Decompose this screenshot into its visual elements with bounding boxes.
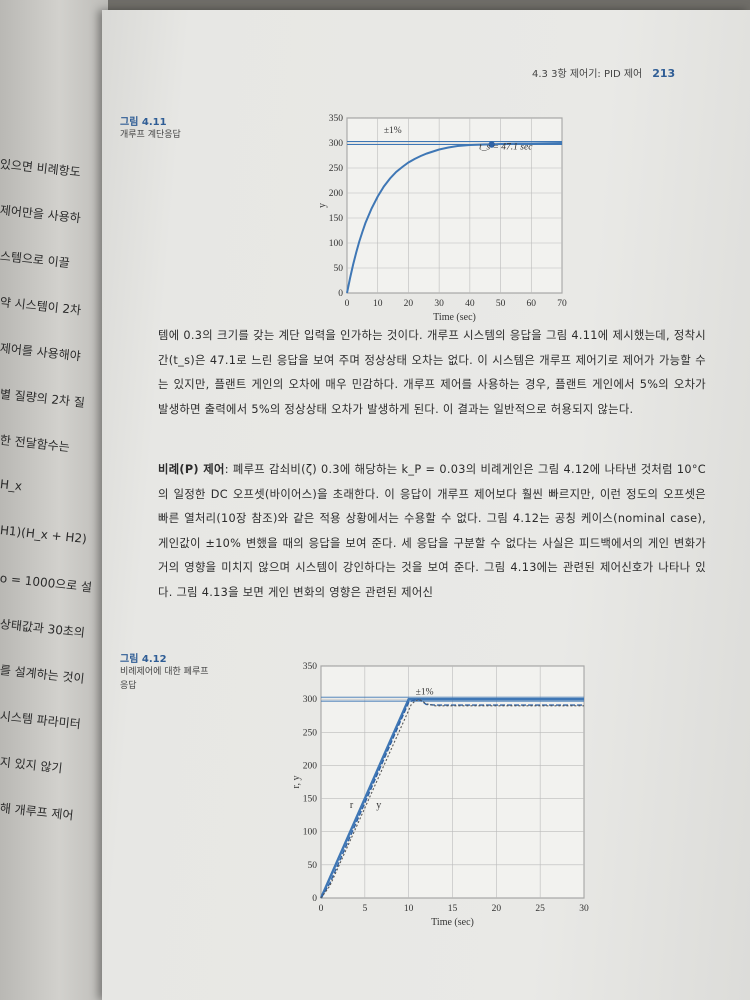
left-page-fragment: 를 설계하는 것이 xyxy=(0,663,86,686)
x-tick-label: 15 xyxy=(448,904,458,914)
paragraph-1: 템에 0.3의 크기를 갖는 계단 입력을 인가하는 것이다. 개루프 시스템의… xyxy=(158,329,706,416)
y-tick-label: 300 xyxy=(329,139,344,149)
y-tick-label: 150 xyxy=(303,795,318,805)
running-header: 4.3 3항 제어기: PID 제어 213 xyxy=(532,65,675,80)
left-page-fragment: 시스템 파라미터 xyxy=(0,709,82,732)
y-axis-label: y xyxy=(317,203,328,208)
paragraph-proportional: 비례(P) 제어: 폐루프 감쇠비(ζ) 0.3에 해당하는 k_P = 0.0… xyxy=(158,458,706,605)
left-page-fragment: o = 1000으로 설 xyxy=(0,571,93,595)
left-page-fragment: 상태값과 30초의 xyxy=(0,617,86,640)
x-tick-label: 10 xyxy=(373,299,383,309)
x-tick-label: 40 xyxy=(465,299,475,309)
left-page-fragment: H_x xyxy=(0,477,23,494)
x-tick-label: 5 xyxy=(362,904,367,914)
figure-411-chart: 0 10 20 30 40 50 60 70 0 50 100 150 200 250 300 350 Time… xyxy=(317,114,567,323)
y-tick-label: 50 xyxy=(334,264,344,274)
section-title: 4.3 3항 제어기: PID 제어 xyxy=(532,69,643,80)
y-axis-label: r, y xyxy=(291,776,302,789)
y-tick-label: 0 xyxy=(338,289,343,299)
y-tick-label: 200 xyxy=(329,189,344,199)
x-tick-label: 70 xyxy=(557,299,567,309)
y-tick-label: 200 xyxy=(303,761,318,771)
left-page-fragment: 지 있지 않기 xyxy=(0,755,64,776)
page-number: 213 xyxy=(652,67,676,80)
y-tick-label: 0 xyxy=(312,894,317,904)
x-tick-label: 25 xyxy=(535,904,545,914)
x-tick-label: 30 xyxy=(579,904,589,914)
series-line xyxy=(346,142,563,294)
y-tick-label: 250 xyxy=(329,164,344,174)
settling-time-annotation: t_s = 47.1 sec xyxy=(479,143,533,153)
left-page-fragment: 약 시스템이 2차 xyxy=(0,295,82,318)
left-page-fragment: 있으면 비례항도 xyxy=(0,157,82,180)
left-page-fragment: 해 개루프 제어 xyxy=(0,801,75,823)
x-tick-label: 20 xyxy=(404,299,414,309)
y-tick-label: 350 xyxy=(303,662,318,672)
left-page-fragment: 제어만을 사용하 xyxy=(0,203,82,226)
x-tick-label: 0 xyxy=(345,299,350,309)
figure-412-label: 그림 4.12 xyxy=(120,654,167,665)
y-tick-label: 350 xyxy=(329,114,344,124)
paragraph-2: 비례(P) 제어: 폐루프 감쇠비(ζ) 0.3에 해당하는 k_P = 0.0… xyxy=(158,458,706,605)
x-axis-label: Time (sec) xyxy=(431,917,474,928)
left-page-fragment: H1)(H_x + H2) xyxy=(0,523,88,547)
output-label: y xyxy=(376,800,381,811)
term-proportional-control: 비례(P) 제어 xyxy=(158,463,225,476)
series-line xyxy=(319,697,584,899)
y-tick-label: 150 xyxy=(329,214,344,224)
x-tick-label: 0 xyxy=(319,904,324,914)
left-page-fragment: 한 전달함수는 xyxy=(0,433,71,455)
y-tick-label: 100 xyxy=(329,239,344,249)
band-annotation: ±1% xyxy=(384,126,402,136)
x-axis-label: Time (sec) xyxy=(433,312,476,323)
x-tick-label: 10 xyxy=(404,904,414,914)
band-annotation: ±1% xyxy=(416,688,434,698)
y-tick-label: 50 xyxy=(308,861,318,871)
paragraph-2-text: : 폐루프 감쇠비(ζ) 0.3에 해당하는 k_P = 0.03의 비례게인은… xyxy=(158,463,706,599)
figure-411-label: 그림 4.11 xyxy=(120,117,167,128)
settling-point-marker xyxy=(488,141,495,148)
x-tick-label: 60 xyxy=(527,299,537,309)
reference-label: r xyxy=(350,800,354,811)
x-tick-label: 30 xyxy=(434,299,444,309)
left-page-fragment: 스템으로 이끌 xyxy=(0,249,71,271)
y-tick-label: 250 xyxy=(303,728,318,738)
y-tick-label: 100 xyxy=(303,828,318,838)
y-tick-label: 300 xyxy=(303,695,318,705)
right-page: 4.3 3항 제어기: PID 제어 213 그림 4.11 개루프 계단응답 0… xyxy=(102,10,750,1000)
left-page-fragment: 별 질량의 2차 질 xyxy=(0,387,86,410)
figure-412-caption: 비례제어에 대한 폐루프 응답 xyxy=(120,667,209,691)
paragraph-open-loop: 템에 0.3의 크기를 갖는 계단 입력을 인가하는 것이다. 개루프 시스템의… xyxy=(158,324,706,422)
left-page-fragment: 제어를 사용해야 xyxy=(0,341,82,364)
figure-411-caption: 개루프 계단응답 xyxy=(120,130,181,140)
x-tick-label: 50 xyxy=(496,299,506,309)
x-tick-label: 20 xyxy=(492,904,502,914)
